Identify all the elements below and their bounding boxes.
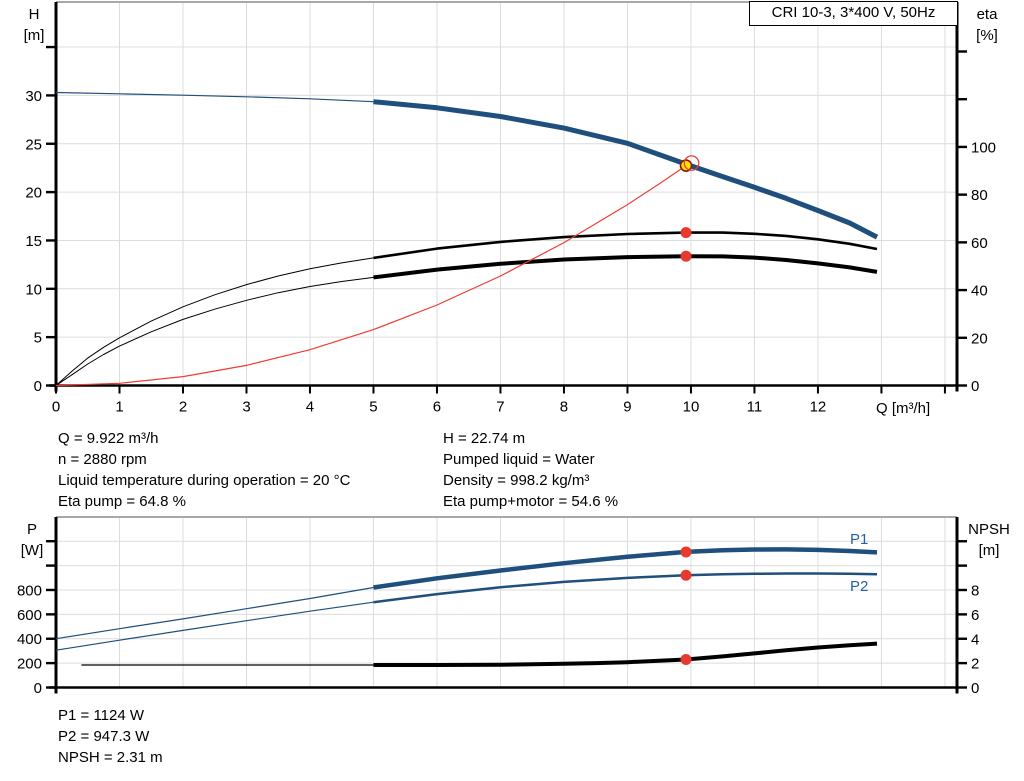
eta-axis-label-symbol: eta	[976, 6, 998, 23]
marker-duty-ring	[683, 155, 700, 171]
right-axis-tick-label: 0	[971, 378, 979, 395]
right-axis-tick-label: 80	[971, 187, 988, 204]
left-axis-tick-label: 15	[25, 233, 42, 250]
right-axis-tick-label: 40	[971, 283, 988, 300]
npsh-axis-label: NPSH [m]	[958, 519, 1020, 561]
eta-axis-label-unit: [%]	[976, 27, 998, 44]
h-axis-label-symbol: H	[28, 6, 40, 23]
marker-duty-point	[679, 159, 693, 172]
right-axis-tick-label: 20	[971, 330, 988, 347]
x-axis-tick-label: 1	[115, 399, 123, 416]
info-eta-pump: Eta pump = 64.8 %	[58, 493, 186, 510]
info-eta-pump-motor: Eta pump+motor = 54.6 %	[443, 493, 619, 510]
series-system-curve	[55, 165, 687, 387]
left-axis-tick-label: 600	[17, 607, 42, 624]
series-eta-pump	[373, 231, 878, 260]
x-axis-tick-label: 8	[560, 399, 568, 416]
series-eta-pump-motor	[55, 276, 374, 386]
series-head-H	[373, 99, 879, 240]
x-axis-tick-label: 10	[683, 399, 700, 416]
left-axis-tick-label: 0	[34, 378, 42, 395]
series-P1	[55, 586, 374, 640]
x-axis-tick-label: 6	[433, 399, 441, 416]
info-npsh: NPSH = 2.31 m	[58, 749, 163, 766]
x-axis-tick-label: 2	[179, 399, 187, 416]
p-axis-label: P [W]	[16, 519, 48, 561]
left-axis-tick-label: 20	[25, 185, 42, 202]
marker-NPSH-point	[680, 653, 692, 665]
p2-curve-label: P2	[850, 578, 869, 595]
right-axis-tick-label: 2	[971, 656, 979, 673]
left-axis-tick-label: 10	[25, 281, 42, 298]
eta-axis-label: eta [%]	[965, 4, 1009, 46]
info-liquid-temperature: Liquid temperature during operation = 20…	[58, 472, 351, 489]
series-P2	[55, 601, 374, 651]
right-axis-tick-label: 8	[971, 583, 979, 600]
npsh-axis-label-unit: [m]	[978, 542, 1000, 559]
x-axis-tick-label: 12	[810, 399, 827, 416]
p-axis-label-unit: [W]	[20, 542, 44, 559]
info-block-right: H = 22.74 m Pumped liquid = Water Densit…	[443, 428, 618, 512]
x-axis-tick-label: 4	[306, 399, 314, 416]
series-head-H	[55, 91, 374, 103]
right-axis-tick-label: 0	[971, 680, 979, 697]
info-head: H = 22.74 m	[443, 430, 526, 447]
pump-title-box: CRI 10-3, 3*400 V, 50Hz	[749, 1, 958, 26]
info-p2: P2 = 947.3 W	[58, 728, 150, 745]
info-p1: P1 = 1124 W	[58, 707, 145, 724]
marker-eta-pump-point	[680, 227, 692, 239]
info-speed: n = 2880 rpm	[58, 451, 147, 468]
x-axis-tick-label: 9	[623, 399, 631, 416]
info-density: Density = 998.2 kg/m³	[443, 472, 590, 489]
left-axis-tick-label: 200	[17, 656, 42, 673]
marker-P1-point	[680, 546, 692, 558]
x-axis-tick-label: 3	[242, 399, 250, 416]
series-eta-pump-motor	[373, 254, 878, 280]
left-axis-tick-label: 30	[25, 88, 42, 105]
q-axis-label: Q [m³/h]	[876, 400, 931, 417]
left-axis-tick-label: 800	[17, 582, 42, 599]
info-block-left: Q = 9.922 m³/h n = 2880 rpm Liquid tempe…	[58, 428, 350, 512]
right-axis-tick-label: 6	[971, 607, 979, 624]
x-axis-tick-label: 5	[369, 399, 377, 416]
series-eta-pump	[55, 257, 374, 386]
p1-curve-label: P1	[850, 531, 869, 548]
marker-P2-point	[680, 569, 692, 581]
left-axis-tick-label: 5	[34, 330, 42, 347]
series-P2	[373, 572, 878, 604]
left-axis-tick-label: 0	[34, 680, 42, 697]
series-P1	[373, 547, 878, 590]
npsh-axis-label-symbol: NPSH	[968, 521, 1010, 538]
x-axis-tick-label: 0	[52, 399, 60, 416]
right-axis-tick-label: 100	[971, 139, 996, 156]
series-NPSH	[373, 641, 878, 667]
x-axis-tick-label: 11	[747, 399, 763, 416]
right-axis-tick-label: 60	[971, 235, 988, 252]
h-axis-label-unit: [m]	[23, 27, 45, 44]
bottom-chart: 0 200 400 600 800 0 2 4 6 8	[17, 516, 979, 697]
left-axis-tick-label: 25	[25, 136, 42, 153]
marker-eta-pump-motor-point	[680, 250, 692, 262]
left-axis-tick-label: 400	[17, 631, 42, 648]
info-flow: Q = 9.922 m³/h	[58, 430, 159, 447]
p-axis-label-symbol: P	[26, 521, 37, 538]
info-pumped-liquid: Pumped liquid = Water	[443, 451, 595, 468]
right-axis-tick-label: 4	[971, 631, 979, 648]
x-axis-tick-label: 7	[496, 399, 504, 416]
h-axis-label: H [m]	[18, 4, 50, 46]
info-block-bottom: P1 = 1124 W P2 = 947.3 W NPSH = 2.31 m	[58, 705, 163, 768]
